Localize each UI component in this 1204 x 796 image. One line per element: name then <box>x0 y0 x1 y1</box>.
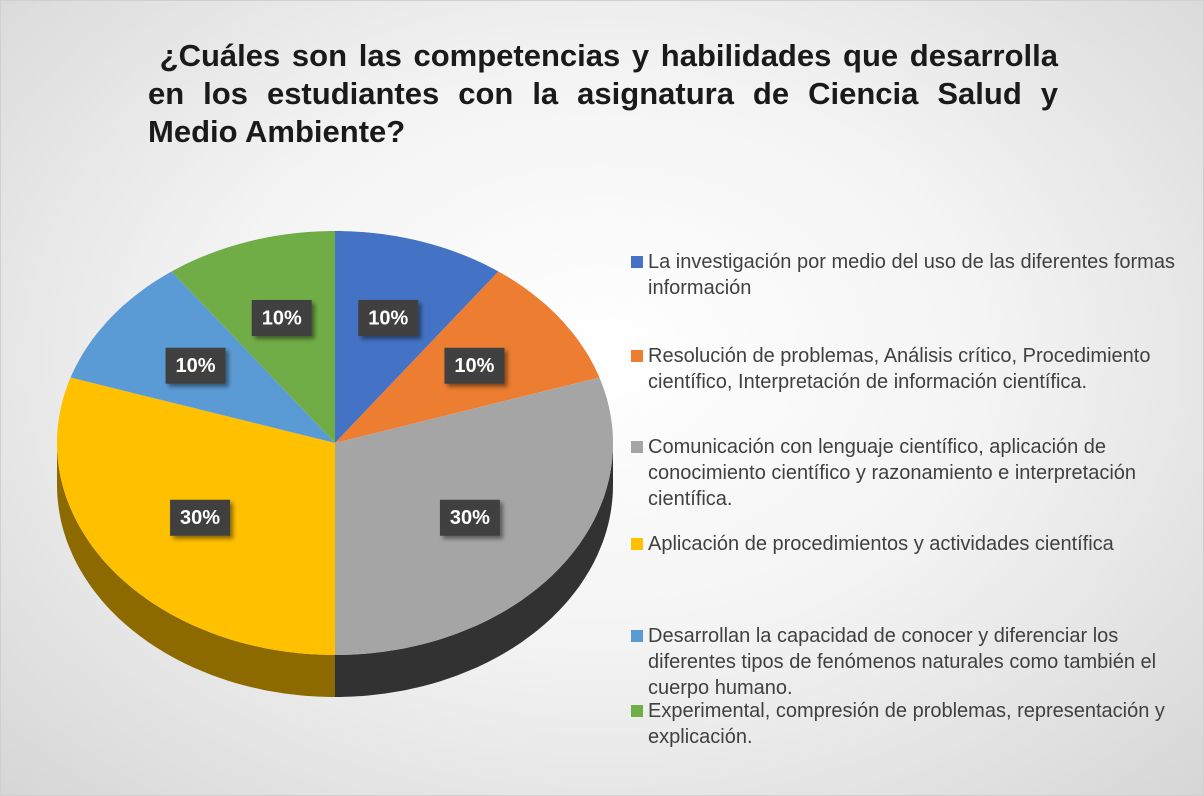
data-label-box <box>251 299 312 336</box>
legend-swatch <box>631 256 643 268</box>
data-label: 10% <box>454 355 494 377</box>
legend-swatch <box>631 441 643 453</box>
pie-side <box>57 443 335 697</box>
legend-label: La investigación por medio del uso de la… <box>648 251 1175 299</box>
data-label-box <box>170 499 231 536</box>
legend-label: Aplicación de procedimientos y actividad… <box>648 533 1114 555</box>
legend-label: Comunicación con lenguaje científico, ap… <box>648 436 1137 510</box>
chart-title: ¿Cuáles son las competencias y habilidad… <box>148 38 1067 149</box>
legend-label: Desarrollan la capacidad de conocer y di… <box>648 625 1157 699</box>
data-label-box <box>439 499 500 536</box>
legend-item: Comunicación con lenguaje científico, ap… <box>631 434 1201 512</box>
pie-slice <box>171 231 335 443</box>
legend-label: Resolución de problemas, Análisis crític… <box>648 345 1151 393</box>
legend-label: Experimental, compresión de problemas, r… <box>648 700 1165 748</box>
legend-swatch <box>631 538 643 550</box>
legend-swatch <box>631 705 643 717</box>
legend-item: Resolución de problemas, Análisis crític… <box>631 343 1201 395</box>
legend-swatch <box>631 350 643 362</box>
data-label: 30% <box>180 507 220 529</box>
legend-item: La investigación por medio del uso de la… <box>631 249 1201 301</box>
legend-item: Experimental, compresión de problemas, r… <box>631 698 1201 750</box>
legend-item: Aplicación de procedimientos y actividad… <box>631 531 1201 557</box>
pie-side <box>335 443 613 697</box>
pie-slice <box>335 231 499 443</box>
legend-item: Desarrollan la capacidad de conocer y di… <box>631 623 1201 701</box>
data-label: 30% <box>450 507 490 529</box>
data-label: 10% <box>368 307 408 329</box>
data-label-box <box>358 299 419 336</box>
data-label-box <box>444 347 505 384</box>
data-label: 10% <box>176 355 216 377</box>
legend-swatch <box>631 630 643 642</box>
data-label-box <box>165 347 226 384</box>
data-label: 10% <box>262 307 302 329</box>
